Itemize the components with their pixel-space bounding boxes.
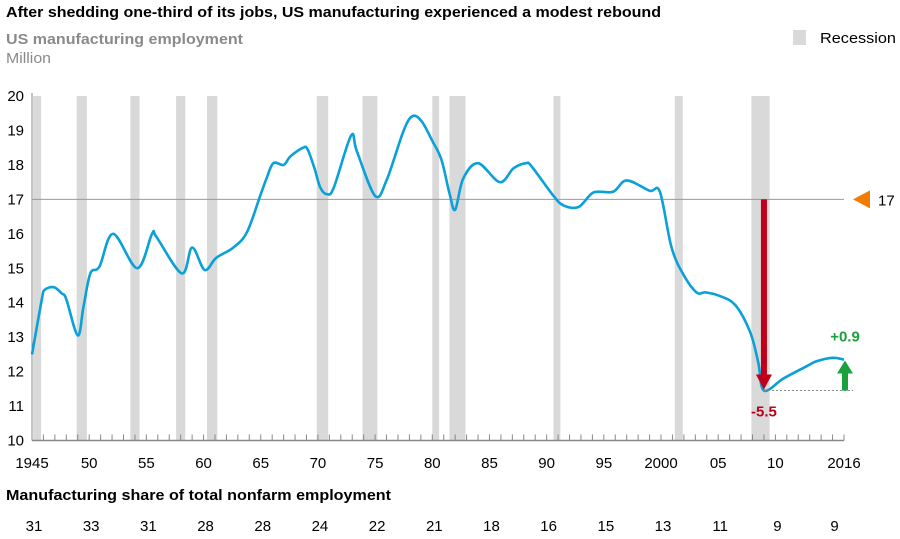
share-value: 11	[712, 518, 728, 535]
y-tick-label: 20	[7, 88, 24, 105]
share-value: 31	[26, 518, 43, 535]
share-value: 13	[655, 518, 672, 535]
x-tick-label: 95	[595, 455, 612, 472]
share-value: 31	[140, 518, 157, 535]
y-axis-unit: Million	[6, 50, 51, 67]
x-tick-label: 70	[310, 455, 327, 472]
x-tick-label: 10	[767, 455, 784, 472]
chart-title: After shedding one-third of its jobs, US…	[6, 4, 661, 21]
recession-band	[76, 96, 87, 441]
legend-recession-label: Recession	[820, 30, 896, 47]
drop-arrow-shaft	[760, 199, 767, 377]
x-tick-label: 2016	[827, 455, 860, 472]
y-tick-label: 15	[7, 260, 24, 277]
recession-band	[432, 96, 440, 441]
recession-band	[553, 96, 561, 441]
y-tick-label: 14	[7, 295, 24, 312]
reference-marker	[853, 190, 870, 209]
share-value: 16	[540, 518, 557, 535]
share-value: 22	[369, 518, 386, 535]
y-tick-label: 18	[7, 157, 24, 174]
legend-recession-swatch	[793, 30, 806, 45]
drop-arrow-head	[755, 374, 772, 390]
recession-band	[33, 96, 42, 441]
y-tick-label: 13	[7, 329, 24, 346]
drop-label: -5.5	[751, 404, 777, 421]
chart-subtitle: US manufacturing employment	[6, 31, 243, 48]
x-tick-label: 65	[252, 455, 269, 472]
x-tick-label: 05	[710, 455, 727, 472]
share-value: 15	[597, 518, 614, 535]
share-value: 18	[483, 518, 500, 535]
x-tick-label: 90	[538, 455, 555, 472]
x-axis: 1945 50 55 60 65 70 75 80 85 90 95 2000 05 10 2016	[15, 434, 861, 472]
x-tick-label: 2000	[644, 455, 677, 472]
recession-band	[449, 96, 466, 441]
share-row: 31 33 31 28 28 24 22 21 18 16 15 13 11 9 9	[26, 518, 839, 535]
y-axis: 10 11 12 13 14 15 16 17 18 19 20	[7, 88, 33, 450]
y-tick-label: 11	[8, 398, 24, 415]
x-tick-label: 60	[195, 455, 212, 472]
y-tick-label: 17	[7, 191, 24, 208]
share-value: 24	[312, 518, 329, 535]
recession-band	[206, 96, 218, 441]
rebound-label: +0.9	[830, 329, 860, 346]
recession-band	[316, 96, 329, 441]
share-title: Manufacturing share of total nonfarm emp…	[6, 487, 391, 504]
recession-bands	[33, 96, 770, 441]
share-value: 28	[197, 518, 214, 535]
x-tick-label: 55	[138, 455, 155, 472]
x-tick-label: 75	[367, 455, 384, 472]
plot-area: 17 -5.5 +0.9	[30, 114, 895, 421]
recession-band	[176, 96, 186, 441]
share-value: 28	[254, 518, 271, 535]
rebound-arrow-head	[837, 360, 853, 374]
share-value: 9	[773, 518, 781, 535]
y-tick-label: 19	[7, 122, 24, 139]
rebound-arrow-shaft	[842, 371, 848, 391]
y-tick-label: 10	[7, 433, 24, 450]
y-tick-label: 12	[7, 364, 24, 381]
share-value: 9	[830, 518, 838, 535]
x-tick-label: 85	[481, 455, 498, 472]
x-tick-label: 80	[424, 455, 441, 472]
employment-line	[30, 114, 845, 393]
share-value: 21	[426, 518, 443, 535]
x-tick-label: 50	[81, 455, 98, 472]
x-tick-label: 1945	[15, 455, 48, 472]
share-value: 33	[83, 518, 100, 535]
recession-band	[362, 96, 378, 441]
y-tick-label: 16	[7, 226, 24, 243]
reference-label: 17	[878, 192, 895, 209]
